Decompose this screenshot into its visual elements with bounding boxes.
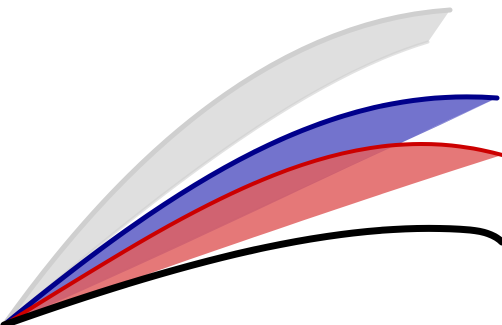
gray-band-fill — [4, 10, 450, 325]
blue-band-upper-curve — [1, 94, 500, 325]
red-band-fill — [4, 143, 502, 325]
red-band-upper-curve — [2, 141, 502, 325]
black-curve — [0, 224, 502, 325]
gray-band-upper-curve — [1, 7, 453, 325]
